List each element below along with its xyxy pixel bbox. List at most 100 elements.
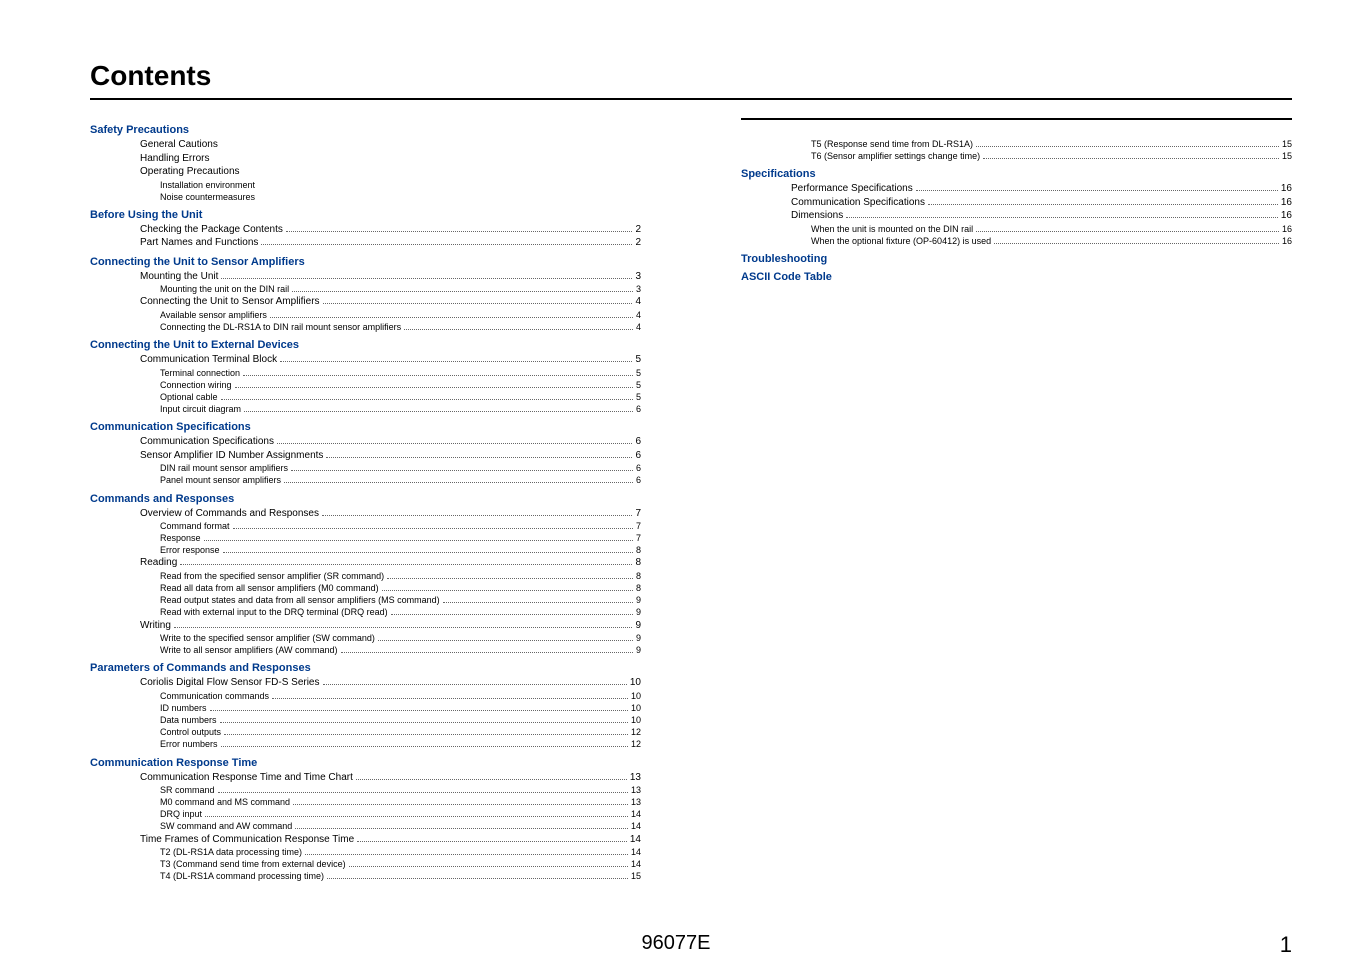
toc-entry-label: Overview of Commands and Responses: [140, 507, 319, 521]
toc-dot-leader: [327, 878, 628, 879]
toc-dot-leader: [292, 291, 633, 292]
toc-dot-leader: [846, 217, 1278, 218]
toc-entry: Write to all sensor amplifiers (AW comma…: [160, 644, 641, 656]
toc-entry: Installation environment: [160, 179, 641, 191]
toc-dot-leader: [272, 698, 628, 699]
toc-entry-page: 15: [1282, 138, 1292, 150]
toc-entry-page: 14: [631, 808, 641, 820]
toc-section-heading: Connecting the Unit to External Devices: [90, 339, 641, 351]
toc-entry-page: 7: [636, 520, 641, 532]
toc-section-heading: ASCII Code Table: [741, 271, 1292, 283]
toc-entry: Control outputs12: [160, 726, 641, 738]
toc-entry: Read with external input to the DRQ term…: [160, 606, 641, 618]
toc-dot-leader: [983, 158, 1279, 159]
toc-dot-leader: [270, 317, 633, 318]
toc-section-heading: Communication Response Time: [90, 757, 641, 769]
toc-dot-leader: [180, 564, 632, 565]
toc-entry-page: 5: [635, 353, 641, 367]
toc-entry-label: Error response: [160, 544, 220, 556]
toc-dot-leader: [221, 746, 628, 747]
toc-dot-leader: [387, 578, 633, 579]
toc-entry-page: 6: [636, 474, 641, 486]
toc-dot-leader: [341, 652, 633, 653]
toc-entry: Error response 8: [160, 544, 641, 556]
toc-entry-label: When the optional fixture (OP-60412) is …: [811, 235, 991, 247]
toc-dot-leader: [378, 640, 633, 641]
toc-entry-label: T6 (Sensor amplifier settings change tim…: [811, 150, 980, 162]
toc-entry-label: Data numbers: [160, 714, 217, 726]
toc-entry: SW command and AW command14: [160, 820, 641, 832]
toc-entry-page: 7: [635, 507, 641, 521]
toc-entry-page: 15: [631, 870, 641, 882]
toc-entry: DIN rail mount sensor amplifiers6: [160, 462, 641, 474]
toc-dot-leader: [326, 457, 632, 458]
toc-dot-leader: [305, 854, 628, 855]
toc-entry-label: Connecting the Unit to Sensor Amplifiers: [140, 295, 320, 309]
toc-entry: DRQ input14: [160, 808, 641, 820]
toc-dot-leader: [277, 443, 632, 444]
toc-entry-page: 13: [631, 784, 641, 796]
toc-dot-leader: [244, 411, 633, 412]
toc-dot-leader: [205, 816, 628, 817]
toc-dot-leader: [391, 614, 633, 615]
toc-entry-page: 8: [636, 544, 641, 556]
toc-entry: Read from the specified sensor amplifier…: [160, 570, 641, 582]
toc-entry-label: Connecting the DL-RS1A to DIN rail mount…: [160, 321, 401, 333]
toc-entry: Communication Specifications6: [140, 435, 641, 449]
title-rule: [90, 98, 1292, 100]
toc-entry: Available sensor amplifiers4: [160, 309, 641, 321]
toc-dot-leader: [174, 627, 633, 628]
toc-entry-page: 6: [635, 435, 641, 449]
toc-entry: T5 (Response send time from DL-RS1A) 15: [811, 138, 1292, 150]
toc-entry: Sensor Amplifier ID Number Assignments6: [140, 449, 641, 463]
toc-entry-label: Mounting the unit on the DIN rail: [160, 283, 289, 295]
toc-entry-label: Communication Specifications: [791, 196, 925, 210]
toc-entry-label: Reading: [140, 556, 177, 570]
toc-entry-page: 3: [636, 283, 641, 295]
toc-entry: M0 command and MS command13: [160, 796, 641, 808]
toc-section-heading: Communication Specifications: [90, 421, 641, 433]
toc-entry: SR command13: [160, 784, 641, 796]
toc-entry: Data numbers10: [160, 714, 641, 726]
toc-entry-page: 5: [636, 391, 641, 403]
toc-section-heading: Troubleshooting: [741, 253, 1292, 265]
page-title: Contents: [90, 60, 1292, 92]
toc-entry-label: Time Frames of Communication Response Ti…: [140, 833, 354, 847]
toc-section-heading: Specifications: [741, 168, 1292, 180]
toc-entry: Communication Terminal Block 5: [140, 353, 641, 367]
toc-entry-page: 16: [1281, 196, 1292, 210]
toc-section-heading: Safety Precautions: [90, 124, 641, 136]
toc-entry: Mounting the unit on the DIN rail 3: [160, 283, 641, 295]
toc-entry-page: 2: [635, 223, 641, 237]
toc-entry-page: 7: [636, 532, 641, 544]
toc-dot-leader: [404, 329, 633, 330]
toc-entry: Coriolis Digital Flow Sensor FD-S Series…: [140, 676, 641, 690]
toc-entry-page: 16: [1281, 182, 1292, 196]
toc-entry: Connecting the DL-RS1A to DIN rail mount…: [160, 321, 641, 333]
toc-entry-page: 12: [631, 738, 641, 750]
toc-entry: T4 (DL-RS1A command processing time)15: [160, 870, 641, 882]
toc-dot-leader: [221, 278, 632, 279]
toc-entry-label: Read output states and data from all sen…: [160, 594, 440, 606]
toc-entry-page: 8: [636, 570, 641, 582]
toc-dot-leader: [293, 804, 628, 805]
toc-entry-page: 3: [635, 270, 641, 284]
toc-entry-label: Checking the Package Contents: [140, 223, 283, 237]
toc-entry-label: M0 command and MS command: [160, 796, 290, 808]
toc-entry-page: 16: [1282, 223, 1292, 235]
toc-entry-label: T5 (Response send time from DL-RS1A): [811, 138, 973, 150]
page: Contents Safety PrecautionsGeneral Cauti…: [0, 0, 1352, 954]
toc-entry-page: 6: [636, 403, 641, 415]
toc-entry-label: Communication Terminal Block: [140, 353, 277, 367]
toc-section-heading: Parameters of Commands and Responses: [90, 662, 641, 674]
toc-entry: Handling Errors: [140, 152, 641, 166]
toc-dot-leader: [976, 146, 1279, 147]
toc-entry-page: 9: [635, 619, 641, 633]
toc-entry: Communication Specifications 16: [791, 196, 1292, 210]
toc-dot-leader: [210, 710, 628, 711]
toc-entry-page: 2: [635, 236, 641, 250]
toc-entry-label: Write to all sensor amplifiers (AW comma…: [160, 644, 338, 656]
toc-entry: Time Frames of Communication Response Ti…: [140, 833, 641, 847]
toc-entry: Input circuit diagram6: [160, 403, 641, 415]
toc-entry-label: Sensor Amplifier ID Number Assignments: [140, 449, 323, 463]
